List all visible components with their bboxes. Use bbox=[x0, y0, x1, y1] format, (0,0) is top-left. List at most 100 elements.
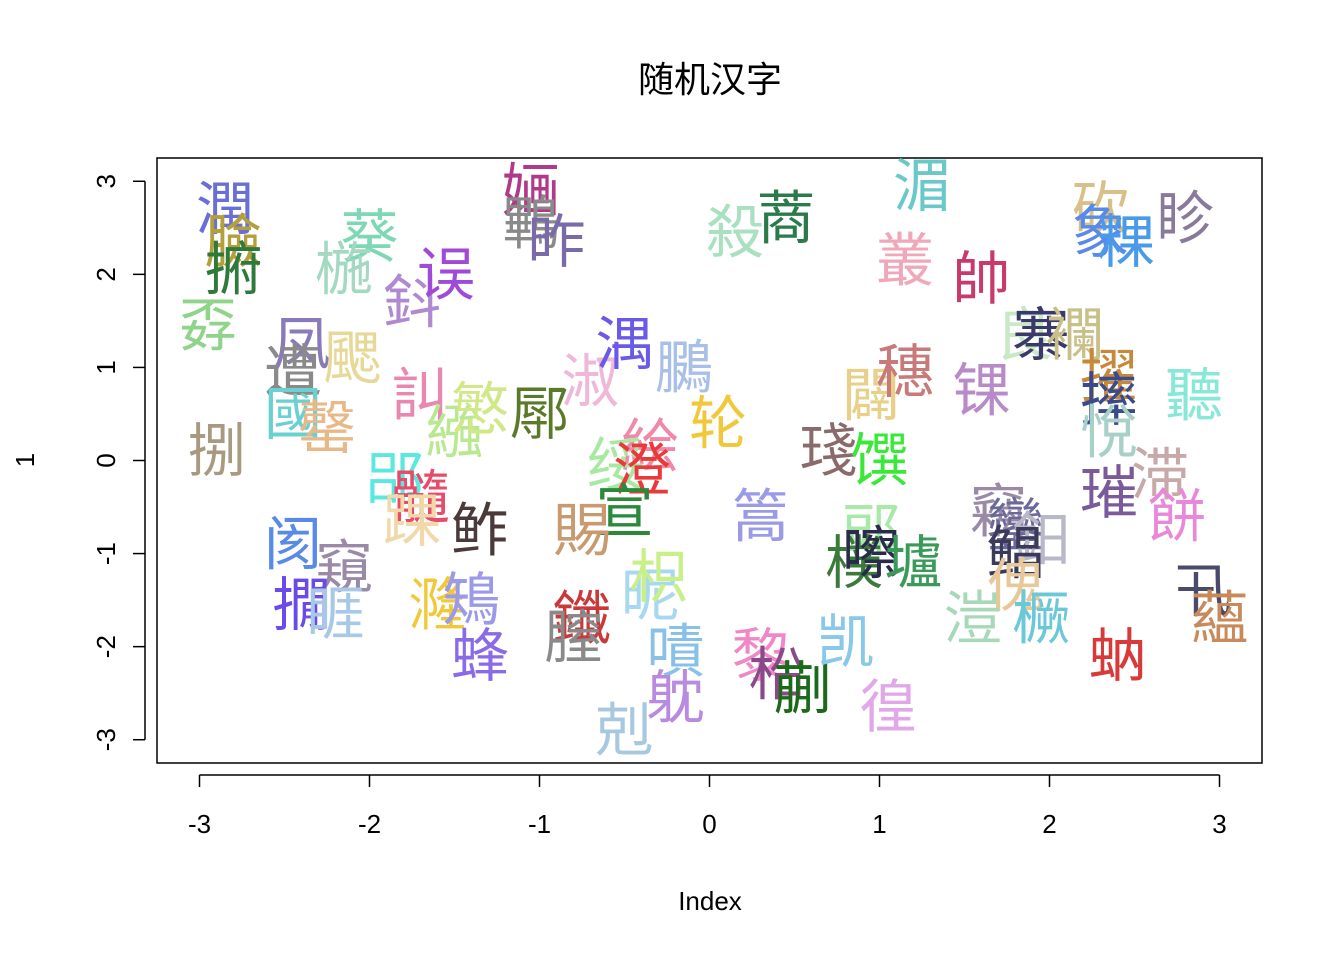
data-point-label: 眕 bbox=[1156, 185, 1214, 253]
data-point-label: 殺 bbox=[706, 198, 764, 266]
data-point-label: 澄 bbox=[612, 436, 670, 504]
y-tick-label: -3 bbox=[91, 728, 121, 751]
data-point-label: 叢 bbox=[876, 226, 934, 294]
data-point-label: 鑯 bbox=[553, 585, 611, 653]
data-point-label: 凤 bbox=[272, 310, 330, 378]
data-point-label: 窺 bbox=[315, 534, 373, 602]
data-point-label: 凯 bbox=[816, 608, 874, 676]
data-point-label: 罄 bbox=[298, 394, 356, 462]
data-point-label: 鑾 bbox=[986, 492, 1044, 560]
data-point-label: 悅 bbox=[1080, 399, 1138, 467]
data-point-label: 篙 bbox=[731, 482, 789, 550]
data-point-label: 樸 bbox=[825, 529, 883, 597]
y-axis: -3 -2 -1 0 1 2 3 bbox=[91, 174, 146, 751]
data-point-label: 聽 bbox=[1165, 361, 1223, 429]
data-point-label: 擢 bbox=[1080, 343, 1138, 411]
data-point-label: 踝 bbox=[383, 487, 441, 555]
data-point-label: 徨 bbox=[859, 673, 917, 741]
data-point-label: 蔏 bbox=[757, 185, 815, 253]
data-point-label: 宣 bbox=[595, 478, 653, 546]
y-tick-label: 2 bbox=[91, 267, 121, 281]
data-point-label: 柗 bbox=[748, 641, 806, 709]
data-point-label: 卂 bbox=[1173, 557, 1231, 625]
data-point-label: 蚋 bbox=[1088, 622, 1146, 690]
data-point-label: 轮 bbox=[689, 389, 747, 457]
data-point-label: 砍 bbox=[1071, 175, 1129, 243]
data-point-label: 鲊 bbox=[451, 496, 509, 564]
data-point-label: 餅 bbox=[1148, 482, 1206, 550]
x-tick-label: 0 bbox=[702, 809, 716, 839]
data-point-label: 葵 bbox=[340, 203, 398, 271]
data-point-label: 孬 bbox=[179, 292, 237, 360]
data-point-label: 髓 bbox=[391, 464, 449, 532]
x-tick-label: -3 bbox=[188, 809, 211, 839]
data-point-label: 遭 bbox=[264, 338, 322, 406]
data-point-label: 臉 bbox=[204, 208, 262, 276]
x-tick-label: 2 bbox=[1042, 809, 1056, 839]
data-point-label: 襴 bbox=[1046, 301, 1104, 369]
data-point-label: 颸 bbox=[323, 324, 381, 392]
data-point-label: 粿 bbox=[1097, 208, 1155, 276]
data-point-label: 郖 bbox=[842, 496, 900, 564]
data-point-label: 阂 bbox=[264, 510, 322, 578]
data-point-label: 竊 bbox=[969, 478, 1027, 546]
x-tick-label: 1 bbox=[872, 809, 886, 839]
chart-title: 随机汉字 bbox=[638, 60, 782, 101]
data-point-label: 蘊 bbox=[1190, 585, 1248, 653]
data-point-label: 壚 bbox=[884, 529, 942, 597]
data-point-label: 摔 bbox=[1080, 366, 1138, 434]
data-point-label: 絵 bbox=[621, 413, 679, 481]
data-point-label: 撊 bbox=[272, 571, 330, 639]
data-point-label: 鈄 bbox=[383, 268, 441, 336]
y-tick-label: -1 bbox=[91, 542, 121, 565]
data-point-label: 昵 bbox=[621, 561, 679, 629]
data-point-label: 湄 bbox=[893, 152, 951, 220]
data-point-label: 溰 bbox=[944, 585, 1002, 653]
data-point-label: 枳 bbox=[629, 543, 687, 611]
data-point-label: 帥 bbox=[952, 245, 1010, 313]
data-point-label: 椸 bbox=[315, 236, 373, 304]
data-point-label: 嚓 bbox=[842, 520, 900, 588]
data-point-label: 锞 bbox=[952, 357, 1010, 425]
data-point-label: 鈤 bbox=[1012, 506, 1070, 574]
data-point-label: 膣 bbox=[544, 603, 602, 671]
data-point-label: 鴙 bbox=[442, 566, 500, 634]
x-axis-label: Index bbox=[678, 886, 742, 916]
data-point-label: 婳 bbox=[502, 157, 560, 225]
data-point-label: 蒯 bbox=[774, 655, 832, 723]
data-point-label: 躭 bbox=[646, 664, 704, 732]
x-tick-label: 3 bbox=[1212, 809, 1226, 839]
data-point-label: 漋 bbox=[408, 571, 466, 639]
data-point-label: 鵩 bbox=[655, 333, 713, 401]
data-point-label: 鲳 bbox=[986, 520, 1044, 588]
data-point-label: 郘 bbox=[366, 445, 424, 513]
data-point-label: 昨 bbox=[527, 208, 585, 276]
y-tick-label: -2 bbox=[91, 635, 121, 658]
data-point-label: 訆 bbox=[391, 361, 449, 429]
x-tick-label: -1 bbox=[528, 809, 551, 839]
data-point-label: 淑 bbox=[561, 347, 619, 415]
data-point-label: 鷝 bbox=[502, 189, 560, 257]
data-point-label: 象 bbox=[1071, 198, 1129, 266]
plot-frame bbox=[156, 157, 1263, 764]
data-point-label: 剋 bbox=[595, 696, 653, 764]
y-tick-label: 3 bbox=[91, 174, 121, 188]
data-point-label: 鄏 bbox=[510, 380, 568, 448]
data-point-label: 滞 bbox=[1131, 440, 1189, 508]
data-point-label: 寨 bbox=[1012, 301, 1070, 369]
y-axis-label: 1 bbox=[10, 453, 40, 467]
data-point-label: 捌 bbox=[187, 417, 245, 485]
data-point-label: 琖 bbox=[799, 417, 857, 485]
data-point-label: 嘖 bbox=[646, 617, 704, 685]
data-point-label: 潤 bbox=[196, 175, 254, 243]
data-point-label: 误 bbox=[417, 240, 475, 308]
data-point-label: 馔 bbox=[850, 427, 908, 495]
data-point-label: 賜 bbox=[553, 496, 611, 564]
data-point-label: 良 bbox=[995, 301, 1053, 369]
data-point-label: 蜂 bbox=[451, 622, 509, 690]
y-tick-label: 0 bbox=[91, 453, 121, 467]
x-axis: -3 -2 -1 0 1 2 3 bbox=[188, 774, 1227, 839]
y-tick-label: 1 bbox=[91, 360, 121, 374]
